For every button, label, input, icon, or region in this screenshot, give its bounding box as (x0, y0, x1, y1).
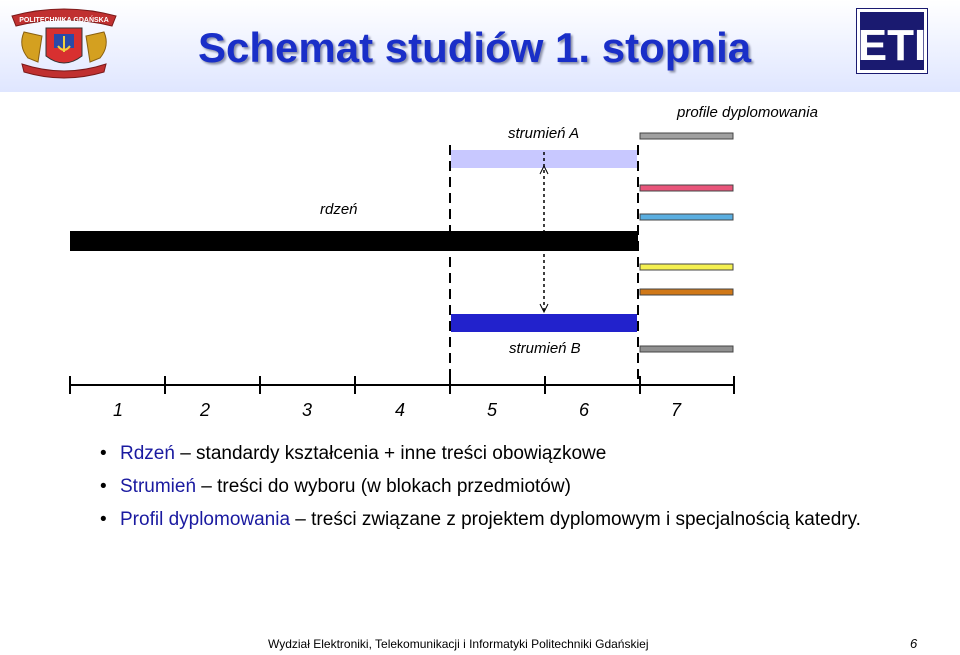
profiles-label: profile dyplomowania (677, 104, 818, 121)
bullet-icon: • (100, 476, 107, 497)
university-crest-logo: POLITECHNIKA GDAŃSKA (11, 8, 117, 79)
list-item: • Profil dyplomowania – treści związane z… (100, 508, 900, 531)
core-bar (70, 231, 638, 251)
bullet-icon: • (100, 443, 107, 464)
profile-bar-4 (639, 263, 734, 271)
term-core: Rdzeń (120, 443, 175, 464)
header-band (0, 0, 960, 92)
profile-bar-5 (639, 288, 734, 296)
definition-profile: – treści związane z projektem dyplomowym… (290, 509, 861, 530)
footer-text: Wydział Elektroniki, Telekomunikacji i I… (268, 637, 649, 651)
svg-text:POLITECHNIKA GDAŃSKA: POLITECHNIKA GDAŃSKA (19, 15, 109, 24)
profile-bar-3 (639, 213, 734, 221)
eti-logo: ETI (856, 8, 928, 74)
semester-number: 3 (302, 400, 313, 420)
list-item: • Rdzeń – standardy kształcenia + inne tr… (100, 442, 900, 465)
term-profile: Profil dyplomowania (120, 509, 291, 530)
semester-number: 4 (395, 400, 406, 420)
semester-number: 1 (113, 400, 124, 420)
page-number: 6 (910, 636, 918, 651)
list-item: • Strumień – treści do wyboru (w blokach … (100, 475, 900, 498)
bullet-icon: • (100, 509, 107, 530)
semester-number: 2 (200, 400, 211, 420)
definition-stream: – treści do wyboru (w blokach przedmiotó… (196, 476, 571, 497)
definition-core: – standardy kształcenia + inne treści ob… (174, 443, 607, 464)
slide-title: Schemat studiów 1. stopnia (198, 24, 752, 71)
profile-bar-6 (639, 345, 734, 353)
stream-b-bar (451, 314, 637, 332)
semester-number: 7 (671, 400, 682, 420)
core-label: rdzeń (320, 201, 358, 218)
semester-ticks (69, 376, 735, 394)
stream-a-label: strumień A (508, 125, 580, 142)
profile-bar-1 (639, 132, 734, 140)
arrow-up-icon (539, 164, 549, 175)
semester-number: 5 (487, 400, 498, 420)
semester-number: 6 (579, 400, 590, 420)
profile-bar-2 (639, 184, 734, 192)
stream-b-label: strumień B (509, 340, 581, 357)
svg-text:ETI: ETI (858, 21, 926, 70)
definitions-list: • Rdzeń – standardy kształcenia + inne tr… (100, 442, 900, 541)
term-stream: Strumień (120, 476, 197, 497)
arrow-down-icon (539, 303, 549, 314)
